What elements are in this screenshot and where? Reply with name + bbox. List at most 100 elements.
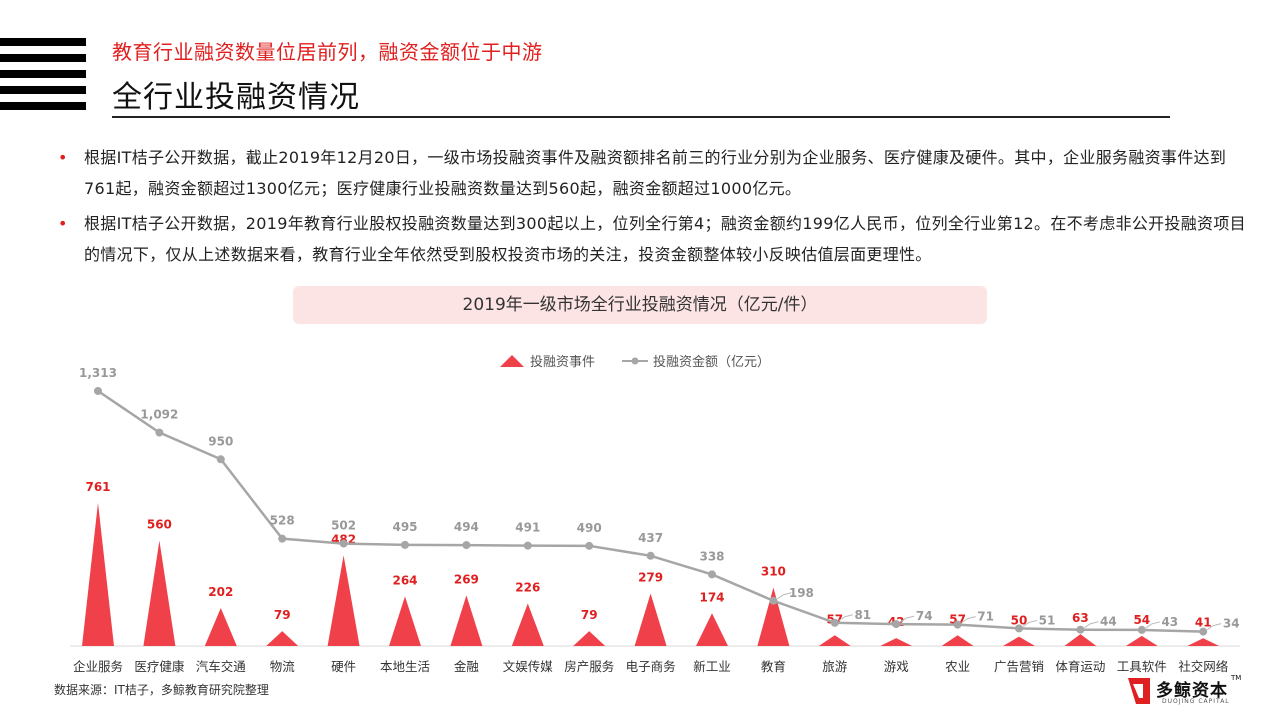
event-bar xyxy=(757,587,790,646)
amount-data-label: 338 xyxy=(699,549,724,563)
logo-name-en: DUOJING CAPITAL xyxy=(1162,698,1230,705)
event-data-label: 174 xyxy=(699,590,724,604)
amount-point xyxy=(339,539,348,548)
event-bar xyxy=(818,635,851,646)
company-logo: 多鲸资本 TM DUOJING CAPITAL xyxy=(1126,672,1246,712)
chart-legend: 投融资事件 投融资金额（亿元） xyxy=(500,354,770,370)
page-subtitle: 教育行业融资数量位居前列，融资金额位于中游 xyxy=(112,40,543,64)
event-data-label: 560 xyxy=(147,518,172,532)
x-tick-label: 本地生活 xyxy=(380,659,430,674)
x-tick-label: 旅游 xyxy=(822,659,848,674)
amount-data-label: 495 xyxy=(392,520,417,534)
x-tick-label: 社交网络 xyxy=(1178,659,1229,674)
legend-amount-label: 投融资金额（亿元） xyxy=(653,354,770,370)
x-tick-label: 新工业 xyxy=(693,659,731,674)
amount-label-leader xyxy=(961,616,976,624)
amount-point xyxy=(155,428,164,437)
amount-data-label: 51 xyxy=(1039,613,1056,627)
x-tick-label: 广告营销 xyxy=(994,659,1044,674)
chart-title: 2019年一级市场全行业投融资情况（亿元/件） xyxy=(293,286,987,324)
event-bar xyxy=(634,593,667,646)
summary-list: • 根据IT桔子公开数据，截止2019年12月20日，一级市场投融资事件及融资额… xyxy=(58,142,1248,274)
x-axis-ticks: 企业服务 医疗健康 汽车交通 物流 硬件 本地生活 金融 文娱传媒 房产服务 电子商务 新工业 教育 旅… xyxy=(73,659,1229,674)
x-tick-label: 文娱传媒 xyxy=(503,659,554,674)
bullet-dot-icon: • xyxy=(58,148,68,167)
amount-data-label: 1,092 xyxy=(140,408,178,422)
funding-amount-series: 1,313 1,092 950 528 502 495 494 491 490 437 338 198… xyxy=(79,366,1240,636)
amount-data-label: 198 xyxy=(789,586,814,600)
logo-name-cn: 多鲸资本 xyxy=(1156,681,1228,701)
amount-data-label: 43 xyxy=(1161,615,1178,629)
amount-label-leader xyxy=(1145,621,1160,629)
data-source-note: 数据来源：IT桔子，多鲸教育研究院整理 xyxy=(54,683,269,697)
amount-label-leader xyxy=(1206,623,1222,631)
amount-data-label: 950 xyxy=(208,434,233,448)
amount-data-label: 34 xyxy=(1223,617,1240,631)
event-data-label: 79 xyxy=(581,608,598,622)
amount-label-leader xyxy=(1084,621,1099,629)
summary-item: • 根据IT桔子公开数据，2019年教育行业股权投融资数量达到300起以上，位列… xyxy=(58,208,1248,270)
event-data-label: 50 xyxy=(1011,614,1028,628)
summary-text: 根据IT桔子公开数据，2019年教育行业股权投融资数量达到300起以上，位列全行… xyxy=(84,214,1246,264)
x-tick-label: 物流 xyxy=(270,659,296,674)
event-bar xyxy=(204,608,237,646)
amount-point xyxy=(401,540,409,549)
x-tick-label: 工具软件 xyxy=(1117,659,1167,674)
amount-data-label: 1,313 xyxy=(79,366,117,380)
amount-point xyxy=(646,551,655,560)
event-bar xyxy=(450,595,483,646)
event-bar xyxy=(941,635,974,646)
bullet-dot-icon: • xyxy=(58,214,68,233)
event-bar xyxy=(696,613,728,646)
page-title: 全行业投融资情况 xyxy=(112,80,360,115)
x-tick-label: 医疗健康 xyxy=(134,659,185,674)
logo-mark-icon xyxy=(1128,678,1150,704)
event-count-series: 7615602027948226426922679279174310574257… xyxy=(82,480,1220,646)
amount-point xyxy=(769,596,778,605)
title-divider xyxy=(112,116,1170,118)
amount-point xyxy=(1199,627,1208,636)
amount-point xyxy=(523,541,532,550)
amount-point xyxy=(216,455,225,464)
event-bar xyxy=(389,596,421,646)
legend-event-marker-icon xyxy=(500,355,524,367)
amount-label-leader xyxy=(777,592,792,600)
event-data-label: 279 xyxy=(638,571,663,585)
event-bar xyxy=(143,540,176,646)
legend-event-label: 投融资事件 xyxy=(530,354,595,370)
event-data-label: 63 xyxy=(1072,611,1089,625)
amount-point xyxy=(708,570,716,579)
amount-data-label: 44 xyxy=(1100,615,1117,629)
x-tick-label: 硬件 xyxy=(331,659,356,674)
amount-data-label: 494 xyxy=(454,520,479,534)
legend-amount-marker-icon xyxy=(631,357,639,365)
amount-point xyxy=(94,387,102,395)
x-tick-label: 电子商务 xyxy=(626,659,676,674)
amount-point xyxy=(1137,625,1146,634)
x-tick-label: 游戏 xyxy=(884,659,909,674)
amount-point xyxy=(1076,625,1085,634)
event-bar xyxy=(511,603,544,646)
amount-data-label: 437 xyxy=(638,531,663,545)
event-bar xyxy=(880,638,913,646)
event-data-label: 310 xyxy=(761,565,786,579)
x-tick-label: 企业服务 xyxy=(73,659,123,674)
amount-data-label: 74 xyxy=(916,609,933,623)
x-tick-label: 教育 xyxy=(761,659,786,674)
event-data-label: 264 xyxy=(392,573,417,587)
x-tick-label: 体育运动 xyxy=(1055,659,1105,674)
event-bar xyxy=(1003,636,1035,646)
event-bar xyxy=(266,631,299,646)
amount-point xyxy=(462,541,471,550)
amount-label-leader xyxy=(899,615,915,623)
event-data-label: 54 xyxy=(1133,613,1150,627)
amount-point xyxy=(1015,624,1023,633)
amount-data-label: 81 xyxy=(854,608,871,622)
amount-point xyxy=(953,620,962,629)
amount-data-label: 490 xyxy=(577,521,602,535)
amount-data-label: 502 xyxy=(331,519,356,533)
event-data-label: 202 xyxy=(208,585,233,599)
amount-point xyxy=(830,618,839,627)
amount-point xyxy=(278,534,287,543)
amount-label-leader xyxy=(1022,619,1038,627)
